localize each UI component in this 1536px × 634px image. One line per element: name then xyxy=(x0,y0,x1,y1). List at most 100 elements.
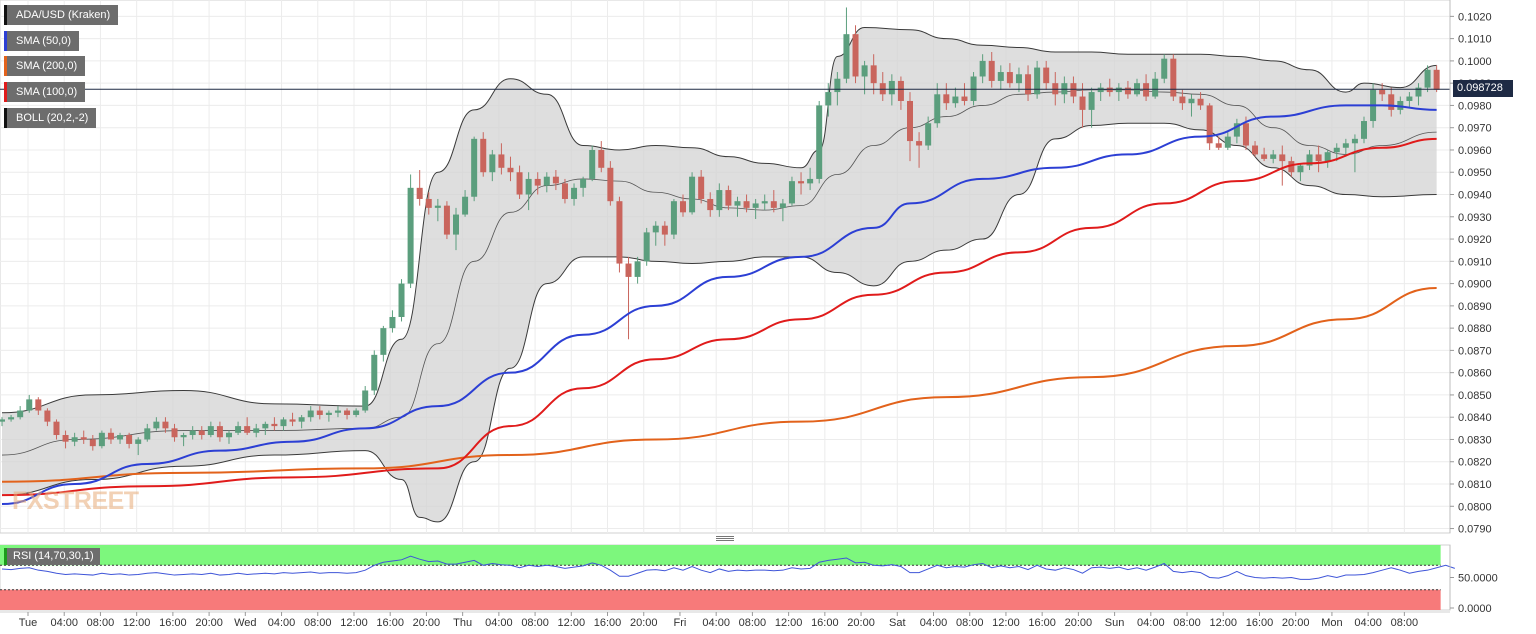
candle-body xyxy=(1006,72,1013,84)
candle xyxy=(770,190,777,213)
candle xyxy=(471,136,478,202)
candle-body xyxy=(625,263,632,277)
time-tick-label: 12:00 xyxy=(123,617,151,629)
candle xyxy=(1342,138,1349,157)
time-tick-label: 04:00 xyxy=(268,617,296,629)
legend-sma100[interactable]: SMA (100,0) xyxy=(4,82,86,102)
time-tick-label: 08:00 xyxy=(87,617,115,629)
candle xyxy=(1261,147,1268,162)
candle-body xyxy=(734,201,741,206)
candle-body xyxy=(561,183,568,199)
sma50-line xyxy=(1,104,1437,506)
candle-body xyxy=(407,187,414,284)
candle xyxy=(1406,92,1413,108)
candle xyxy=(897,76,904,110)
candle xyxy=(707,192,714,217)
price-tick-label: 0.0930 xyxy=(1458,212,1492,224)
candle xyxy=(589,145,596,182)
candle-body xyxy=(888,80,895,95)
candle-body xyxy=(571,187,578,199)
candle xyxy=(216,421,223,442)
candle-body xyxy=(634,261,641,277)
price-tick-label: 0.0850 xyxy=(1458,390,1492,402)
candle-body xyxy=(362,390,369,411)
candle-body xyxy=(498,154,505,168)
candle-body xyxy=(1161,58,1168,79)
candle xyxy=(1015,67,1022,93)
candle-body xyxy=(1388,94,1395,110)
candle-body xyxy=(543,176,550,186)
time-tick-label: Sun xyxy=(1105,617,1125,629)
candle xyxy=(725,185,732,211)
candle xyxy=(1088,87,1095,128)
candle xyxy=(226,430,232,444)
candle-body xyxy=(89,439,96,447)
candle-body xyxy=(198,430,205,436)
candle xyxy=(0,417,5,427)
candle xyxy=(1297,163,1304,182)
candle-body xyxy=(943,94,950,104)
candle-body xyxy=(689,176,696,213)
candle-body xyxy=(0,419,5,422)
legend-sma50[interactable]: SMA (50,0) xyxy=(4,31,80,51)
candle-body xyxy=(1415,87,1422,97)
candle-body xyxy=(1233,123,1240,137)
candle xyxy=(816,100,823,184)
candle xyxy=(344,408,351,420)
candle xyxy=(843,7,850,84)
candle-body xyxy=(770,201,777,208)
candle xyxy=(788,176,795,206)
candle xyxy=(680,194,686,217)
price-tick-label: 0.0820 xyxy=(1458,457,1492,469)
fxstreet-watermark: FXSTREET xyxy=(12,487,139,515)
legend-rsi[interactable]: RSI (14,70,30,1) xyxy=(4,548,100,565)
candle-body xyxy=(1324,152,1331,162)
candle-body xyxy=(707,198,714,211)
candle-body xyxy=(589,149,596,179)
candle-body xyxy=(189,430,196,436)
current-price-badge: 0.098728 xyxy=(1453,80,1513,97)
candle-body xyxy=(698,176,705,199)
candle-body xyxy=(1288,161,1295,173)
candle-body xyxy=(371,354,378,391)
candle xyxy=(580,176,587,197)
pane-resize-handle[interactable] xyxy=(716,536,734,542)
legend-sma200[interactable]: SMA (200,0) xyxy=(4,56,86,76)
candle-body xyxy=(98,432,105,447)
rsi-line xyxy=(1,555,1455,580)
candle xyxy=(1351,134,1358,173)
candle xyxy=(988,51,995,88)
candle xyxy=(1306,149,1313,171)
time-tick-label: 16:00 xyxy=(1246,617,1274,629)
candle-body xyxy=(8,417,15,420)
time-tick-label: 12:00 xyxy=(340,617,368,629)
candle xyxy=(1215,136,1222,150)
candle xyxy=(943,83,950,110)
candle-body xyxy=(307,410,314,418)
candle-body xyxy=(1361,121,1367,139)
candle xyxy=(907,92,913,162)
candle xyxy=(62,430,69,449)
candle-body xyxy=(1124,87,1131,95)
candle xyxy=(17,406,24,420)
candle-body xyxy=(1270,154,1277,159)
candle xyxy=(316,406,323,420)
candle xyxy=(716,183,723,217)
candle-body xyxy=(1306,154,1313,166)
price-tick-label: 0.0980 xyxy=(1458,100,1492,112)
candle xyxy=(1161,54,1168,84)
candle-body xyxy=(1015,74,1022,84)
legend-symbol[interactable]: ADA/USD (Kraken) xyxy=(4,5,119,25)
legend-boll[interactable]: BOLL (20,2,-2) xyxy=(4,108,97,128)
candle xyxy=(979,54,986,84)
candle xyxy=(1415,83,1422,106)
candle-body xyxy=(798,181,805,184)
time-tick-label: 20:00 xyxy=(413,617,441,629)
price-tick-label: 0.0840 xyxy=(1458,412,1492,424)
price-tick-label: 0.0940 xyxy=(1458,190,1492,202)
candle-body xyxy=(1188,98,1195,104)
candle-body xyxy=(153,421,160,429)
candle-body xyxy=(489,154,496,173)
candle xyxy=(443,201,450,240)
